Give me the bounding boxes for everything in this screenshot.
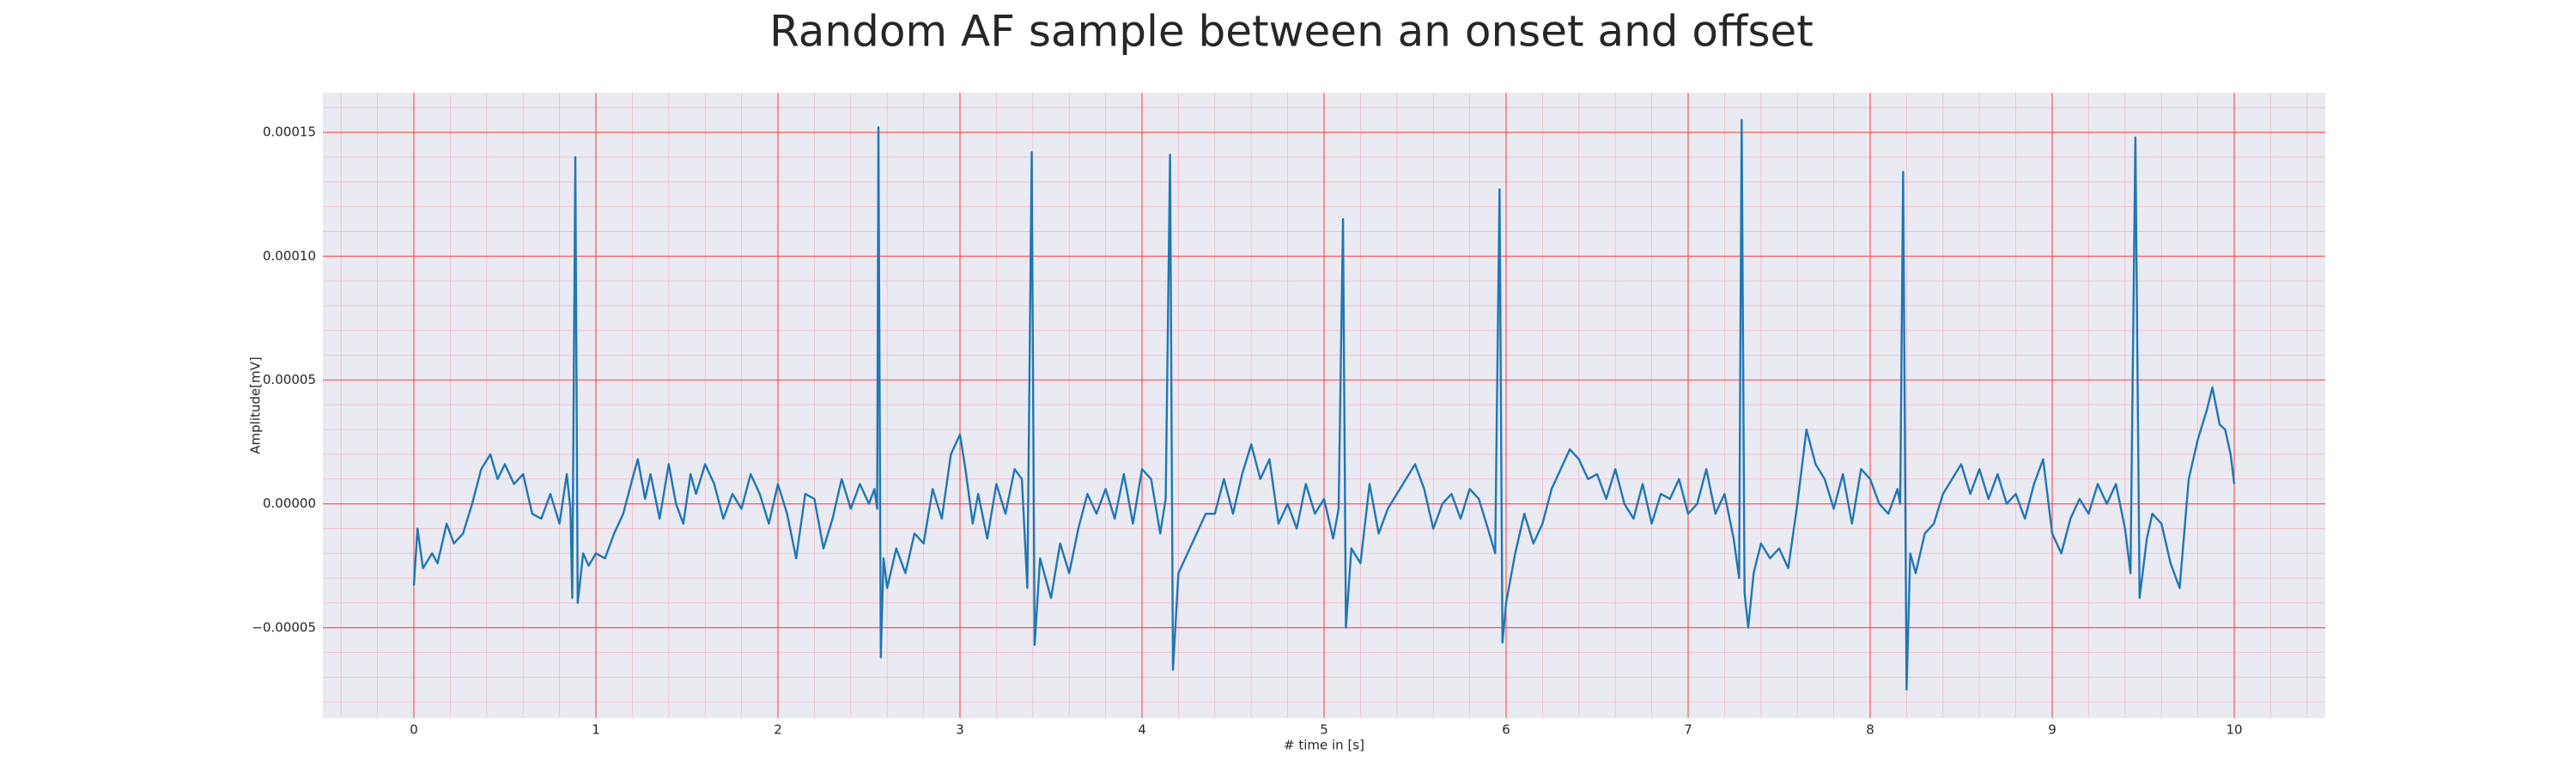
y-tick-label: 0.00015 <box>263 125 316 140</box>
y-tick-label: 0.00010 <box>263 248 316 264</box>
x-axis-label: # time in [s] <box>1284 738 1364 753</box>
x-tick-label: 2 <box>774 722 782 738</box>
y-tick-label: −0.00005 <box>252 619 316 635</box>
y-tick-label: 0.00005 <box>263 372 316 387</box>
x-tick-label: 5 <box>1320 722 1328 738</box>
y-axis-label: Amplitude[mV] <box>248 356 264 453</box>
y-tick-label: 0.00000 <box>263 496 316 511</box>
data-line <box>412 119 2236 691</box>
chart-title: Random AF sample between an onset and of… <box>769 7 1814 57</box>
x-tick-label: 4 <box>1138 722 1146 738</box>
x-tick-label: 9 <box>2048 722 2057 738</box>
x-tick-label: 0 <box>410 722 418 738</box>
x-tick-label: 6 <box>1502 722 1510 738</box>
x-tick-label: 10 <box>2226 722 2242 738</box>
x-tick-label: 7 <box>1684 722 1692 738</box>
x-tick-label: 8 <box>1866 722 1874 738</box>
x-tick-label: 3 <box>956 722 964 738</box>
x-tick-label: 1 <box>592 722 600 738</box>
